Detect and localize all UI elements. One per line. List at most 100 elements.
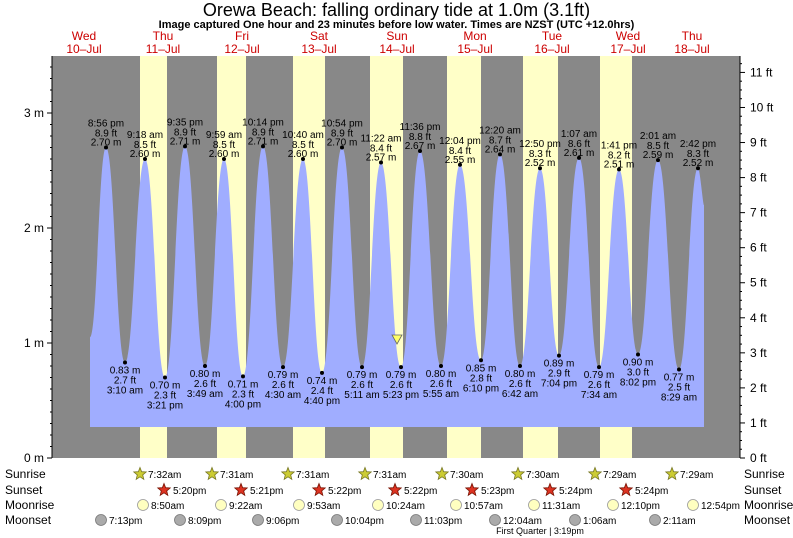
tide-point [104, 145, 108, 150]
tide-time-label: 10:54 pm [321, 119, 363, 130]
moonrise-icon [687, 499, 699, 511]
moonset-icon [95, 514, 107, 526]
astro-rows: Sunrise Sunrise 7:32am 7:31am 7:31am 7:31am 7:… [5, 466, 793, 536]
tide-time-label: 5:23 pm [383, 390, 419, 401]
left-tick-label: 2 m [24, 221, 44, 235]
tide-point [222, 157, 226, 161]
tide-point [241, 374, 245, 379]
sun-star-icon [204, 466, 220, 481]
right-tick-label: 5 ft [750, 276, 767, 290]
moonrise-time-label: 12:10pm [621, 501, 660, 512]
tide-point [677, 367, 681, 372]
tide-feet-label: 2.6 ft [351, 380, 373, 391]
sun-star-icon [132, 466, 148, 481]
tide-feet-label: 8.5 ft [134, 140, 156, 151]
right-tick-label: 8 ft [750, 171, 767, 185]
day-name-label: Sun [386, 29, 407, 43]
tide-time-label: 7:04 pm [541, 379, 577, 390]
tide-point [597, 365, 601, 370]
tide-feet-label: 2.6 ft [390, 380, 412, 391]
tide-point [636, 352, 640, 357]
tide-feet-label: 8.9 ft [252, 127, 274, 138]
day-date-label: 14–Jul [379, 42, 414, 56]
tide-metre-label: 2.55 m [445, 155, 476, 166]
left-tick-label: 3 m [24, 106, 44, 120]
right-tick-label: 9 ft [750, 136, 767, 150]
tide-time-label: 12:04 pm [439, 136, 481, 147]
moonrise-icon [137, 499, 149, 511]
tide-feet-label: 8.3 ft [529, 149, 551, 160]
sunrise-row-label-left: Sunrise [5, 467, 46, 481]
tide-metre-label: 0.80 m [505, 369, 536, 380]
tide-point [656, 158, 660, 163]
tide-point [281, 365, 285, 370]
tide-metre-label: 2.61 m [564, 148, 595, 159]
tide-point [538, 166, 542, 171]
tide-feet-label: 8.9 ft [174, 127, 196, 138]
tide-point [498, 152, 502, 157]
tide-point [301, 157, 305, 161]
tide-time-label: 1:41 pm [601, 140, 637, 151]
moonrise-time-label: 11:31am [542, 501, 580, 512]
right-tick-label: 2 ft [750, 381, 767, 395]
tide-time-label: 4:00 pm [225, 399, 261, 410]
tide-feet-label: 2.6 ft [272, 380, 294, 391]
tide-time-label: 9:59 am [206, 130, 242, 141]
sunrise-time-label: 7:30am [450, 470, 483, 481]
sun-star-icon [618, 482, 634, 497]
tide-time-label: 11:22 am [361, 133, 402, 144]
tide-metre-label: 0.80 m [426, 369, 457, 380]
sunrise-row-label-right: Sunrise [744, 467, 785, 481]
tide-metre-label: 0.79 m [386, 370, 417, 381]
sun-star-icon [464, 482, 480, 497]
sunset-row-label-left: Sunset [5, 483, 43, 497]
day-date-label: 10–Jul [66, 42, 101, 56]
sun-star-icon [434, 466, 450, 481]
tide-labels: 8:56 pm8.9 ft2.70 m0.83 m2.7 ft3:10 am9:… [88, 117, 716, 411]
moonrise-time-label: 10:57am [464, 501, 503, 512]
moonset-time-label: 12:04am [503, 516, 542, 527]
tide-metre-label: 0.80 m [190, 369, 221, 380]
moonrise-time-label: 10:24am [386, 501, 425, 512]
tide-metre-label: 2.60 m [288, 149, 319, 160]
moonrise-row-label-right: Moonrise [744, 498, 793, 512]
tide-time-label: 9:18 am [127, 130, 163, 141]
tide-time-label: 12:50 pm [519, 139, 561, 150]
moonset-time-label: 11:03pm [424, 516, 462, 527]
tide-point [163, 375, 167, 380]
chart-subtitle: Image captured One hour and 23 minutes b… [158, 19, 635, 31]
tide-metre-label: 0.90 m [623, 358, 654, 369]
sunrise-time-label: 7:31am [220, 470, 253, 481]
sunset-time-label: 5:23pm [481, 486, 514, 497]
sunset-time-label: 5:24pm [559, 486, 592, 497]
sunrise-time-label: 7:30am [526, 470, 559, 481]
moonset-row-label-right: Moonset [744, 513, 791, 527]
day-name-label: Wed [616, 29, 640, 43]
tide-feet-label: 8.6 ft [568, 139, 590, 150]
current-tide-marker [391, 334, 403, 345]
tide-point [143, 157, 147, 161]
sunrise-time-label: 7:31am [373, 470, 406, 481]
right-tick-label: 4 ft [750, 311, 767, 325]
day-date-label: 15–Jul [457, 42, 492, 56]
tide-time-label: 11:36 pm [400, 122, 441, 133]
moonset-time-label: 1:06am [583, 516, 616, 527]
tide-metre-label: 0.77 m [664, 372, 695, 383]
moonrise-time-label: 12:54pm [701, 501, 740, 512]
tide-point [203, 364, 207, 368]
tide-time-label: 9:35 pm [167, 117, 203, 128]
tide-point [123, 360, 127, 365]
moonset-time-label: 10:04pm [345, 516, 384, 527]
sunrise-time-label: 7:31am [296, 470, 329, 481]
tide-feet-label: 2.4 ft [311, 386, 333, 397]
day-date-label: 18–Jul [674, 42, 709, 56]
left-tick-label: 1 m [24, 336, 44, 350]
tide-point [183, 144, 187, 149]
tide-point [340, 145, 344, 150]
tide-time-label: 5:55 am [423, 389, 459, 400]
right-tick-label: 7 ft [750, 206, 767, 220]
sunset-row-label-right: Sunset [744, 483, 782, 497]
day-date-label: 12–Jul [224, 42, 259, 56]
tide-feet-label: 8.2 ft [608, 150, 630, 161]
